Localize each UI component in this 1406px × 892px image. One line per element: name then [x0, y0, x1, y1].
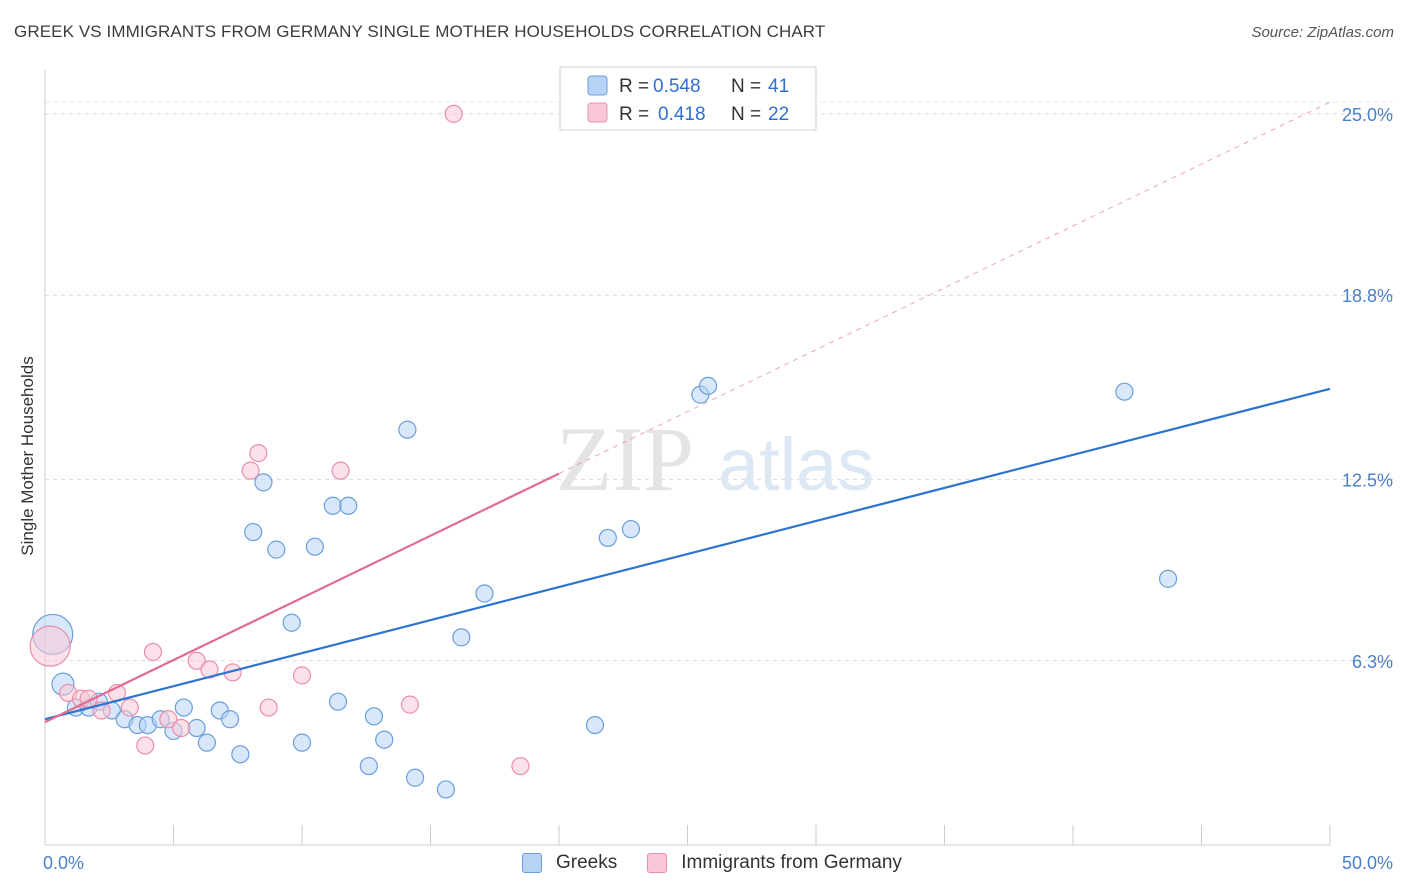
data-points — [29, 104, 1178, 799]
greeks-point — [187, 718, 206, 738]
greeks-point — [452, 628, 471, 647]
watermark-zip: ZIP — [556, 408, 694, 510]
legend-item-germany: Immigrants from Germany — [647, 852, 902, 874]
stats-swatch-germany — [587, 102, 608, 123]
x-tick-label: 0.0% — [43, 853, 84, 873]
greeks-point — [475, 584, 494, 603]
germany-point — [444, 104, 463, 123]
greeks-point — [598, 528, 617, 548]
x-tick-label: 50.0% — [1342, 853, 1393, 873]
greeks-point — [339, 496, 358, 515]
greeks-point — [197, 733, 217, 752]
germany-point — [29, 625, 71, 667]
stats-swatch-greeks — [587, 75, 608, 96]
y-tick-label: 25.0% — [1342, 105, 1393, 125]
greeks-point — [267, 540, 286, 559]
greeks-point — [364, 707, 384, 726]
germany-point — [159, 710, 178, 729]
greeks-point — [359, 756, 378, 776]
greeks-point — [220, 710, 240, 729]
trend-line-germany — [44, 472, 560, 724]
greeks-point — [305, 537, 324, 556]
greeks-point — [405, 768, 425, 787]
germany-point — [292, 666, 312, 685]
stats-r-value: 0.548 — [653, 76, 701, 97]
stats-r-label: R = — [619, 104, 649, 125]
stats-n-label: N = — [731, 76, 761, 97]
germany-point — [249, 444, 268, 463]
stats-n-label: N = — [731, 104, 761, 125]
greeks-point — [1115, 382, 1134, 401]
greeks-point — [254, 473, 273, 492]
axes — [44, 70, 1331, 846]
germany-point — [136, 736, 155, 755]
greeks-point — [174, 698, 193, 717]
greeks-point — [244, 522, 263, 542]
greeks-point — [231, 745, 250, 764]
y-tick-label: 12.5% — [1342, 470, 1393, 490]
grid-lines — [45, 101, 1395, 662]
stats-n-value: 22 — [768, 104, 789, 125]
greeks-point — [436, 780, 456, 799]
y-tick-label: 6.3% — [1352, 652, 1393, 672]
germany-point — [187, 651, 206, 670]
source-label: Source: ZipAtlas.com — [1251, 24, 1394, 41]
germany-point — [143, 642, 163, 662]
germany-point — [511, 756, 530, 776]
legend-label-germany: Immigrants from Germany — [681, 852, 902, 873]
germany-point — [120, 698, 139, 717]
bottom-legend: Greeks Immigrants from Germany — [522, 852, 932, 874]
greeks-point — [1158, 569, 1178, 588]
greeks-point — [585, 715, 605, 735]
trend-extension-germany — [558, 101, 1331, 475]
trend-lines — [44, 101, 1331, 724]
y-tick-label: 18.8% — [1342, 286, 1393, 306]
germany-point — [172, 718, 191, 738]
watermark: ZIP atlas — [556, 408, 874, 510]
germany-point — [241, 461, 260, 480]
greeks-point — [323, 496, 342, 515]
stats-r-label: R = — [619, 76, 649, 97]
stats-n-value: 41 — [768, 76, 789, 97]
trend-line-greeks — [44, 387, 1331, 721]
greeks-point — [398, 420, 417, 439]
stats-r-value: 0.418 — [658, 104, 706, 125]
chart-title: GREEK VS IMMIGRANTS FROM GERMANY SINGLE … — [14, 22, 826, 41]
greeks-point — [282, 613, 301, 632]
greeks-point — [621, 520, 641, 539]
legend-label-greeks: Greeks — [556, 852, 618, 873]
germany-point — [331, 461, 350, 480]
germany-point — [400, 695, 420, 714]
greeks-point — [328, 692, 348, 711]
greeks-point — [698, 376, 718, 395]
stats-legend: R = 0.548 N = 41 R = 0.418 N = 22 — [559, 66, 817, 131]
legend-item-greeks: Greeks — [522, 852, 617, 874]
germany-point — [259, 698, 278, 717]
greeks-point — [375, 730, 394, 749]
watermark-atlas: atlas — [718, 423, 874, 506]
legend-swatch-greeks — [522, 853, 542, 873]
legend-swatch-germany — [647, 853, 668, 873]
greeks-point — [292, 733, 312, 752]
tick-labels: 6.3% 12.5% 18.8% 25.0% 0.0% 50.0% — [43, 105, 1393, 873]
